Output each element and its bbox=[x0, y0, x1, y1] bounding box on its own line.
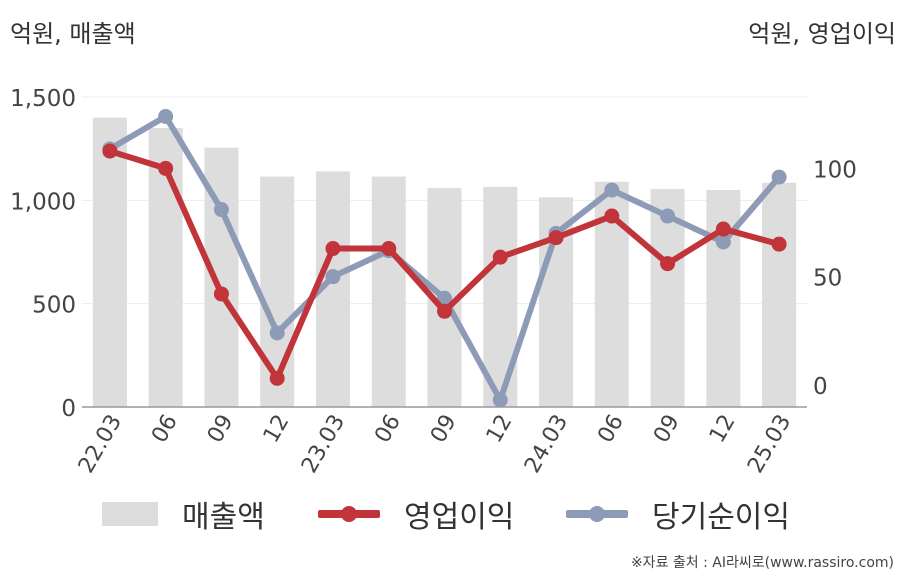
legend-label-net-income: 당기순이익 bbox=[652, 500, 790, 535]
point-net-income bbox=[213, 202, 229, 218]
point-operating-profit bbox=[715, 221, 731, 237]
point-net-income bbox=[437, 290, 452, 306]
point-operating-profit bbox=[437, 303, 452, 319]
point-operating-profit bbox=[213, 286, 229, 302]
x-tick-label: 09 bbox=[649, 411, 685, 448]
x-tick-label: 06 bbox=[593, 411, 629, 448]
right-axis-unit-label: 억원, 영업이익 bbox=[748, 20, 896, 48]
x-tick-label: 12 bbox=[705, 411, 741, 448]
x-tick-label: 25.03 bbox=[743, 411, 796, 478]
point-net-income bbox=[715, 234, 731, 250]
y-left-tick-label: 500 bbox=[32, 293, 76, 319]
point-net-income bbox=[325, 269, 341, 285]
legend-item-revenue: 매출액 bbox=[102, 492, 265, 536]
point-operating-profit bbox=[102, 143, 118, 159]
point-operating-profit bbox=[604, 208, 620, 224]
source-note: ※자료 출처 : AI라씨로(www.rassiro.com) bbox=[630, 555, 894, 571]
point-net-income bbox=[158, 108, 174, 124]
bar-revenue bbox=[762, 182, 797, 407]
point-operating-profit bbox=[660, 256, 676, 272]
y-left-tick-label: 1,000 bbox=[10, 189, 76, 215]
x-tick-label: 24.03 bbox=[520, 411, 573, 478]
legend-item-net-income: 당기순이익 bbox=[566, 492, 790, 536]
point-net-income bbox=[604, 182, 620, 198]
point-operating-profit bbox=[269, 370, 285, 386]
x-tick-label: 06 bbox=[147, 411, 183, 448]
legend-label-operating-profit: 영업이익 bbox=[404, 500, 515, 535]
bar-revenue bbox=[260, 176, 295, 407]
x-tick-label: 09 bbox=[426, 411, 462, 448]
legend-label-revenue: 매출액 bbox=[182, 500, 265, 535]
point-operating-profit bbox=[325, 241, 341, 256]
legend-swatch-revenue bbox=[102, 502, 158, 526]
y-right-tick-label: 0 bbox=[813, 374, 828, 400]
bar-revenue bbox=[371, 176, 406, 407]
point-operating-profit bbox=[158, 160, 174, 176]
point-operating-profit bbox=[771, 236, 787, 252]
x-tick-label: 23.03 bbox=[297, 411, 350, 478]
x-tick-label: 22.03 bbox=[74, 411, 127, 478]
bar-revenue bbox=[650, 188, 685, 407]
point-net-income bbox=[660, 208, 676, 224]
legend-item-operating-profit: 영업이익 bbox=[318, 492, 514, 536]
point-net-income bbox=[269, 325, 285, 341]
y-right-tick-label: 100 bbox=[813, 157, 857, 183]
point-net-income bbox=[771, 169, 787, 185]
point-net-income bbox=[492, 392, 508, 408]
point-operating-profit bbox=[548, 230, 564, 246]
left-axis-unit-label: 억원, 매출액 bbox=[10, 20, 136, 48]
x-tick-label: 12 bbox=[259, 411, 295, 448]
point-operating-profit bbox=[381, 241, 397, 256]
legend-swatch-operating-profit bbox=[318, 502, 380, 526]
y-right-tick-label: 50 bbox=[813, 266, 842, 292]
x-tick-label: 06 bbox=[370, 411, 406, 448]
bar-revenue bbox=[92, 117, 127, 408]
x-tick-label: 12 bbox=[482, 411, 518, 448]
legend-swatch-net-income bbox=[566, 502, 628, 526]
x-tick-label: 09 bbox=[203, 411, 239, 448]
point-operating-profit bbox=[492, 249, 508, 265]
y-left-tick-label: 1,500 bbox=[10, 86, 76, 112]
y-left-tick-label: 0 bbox=[61, 396, 76, 422]
